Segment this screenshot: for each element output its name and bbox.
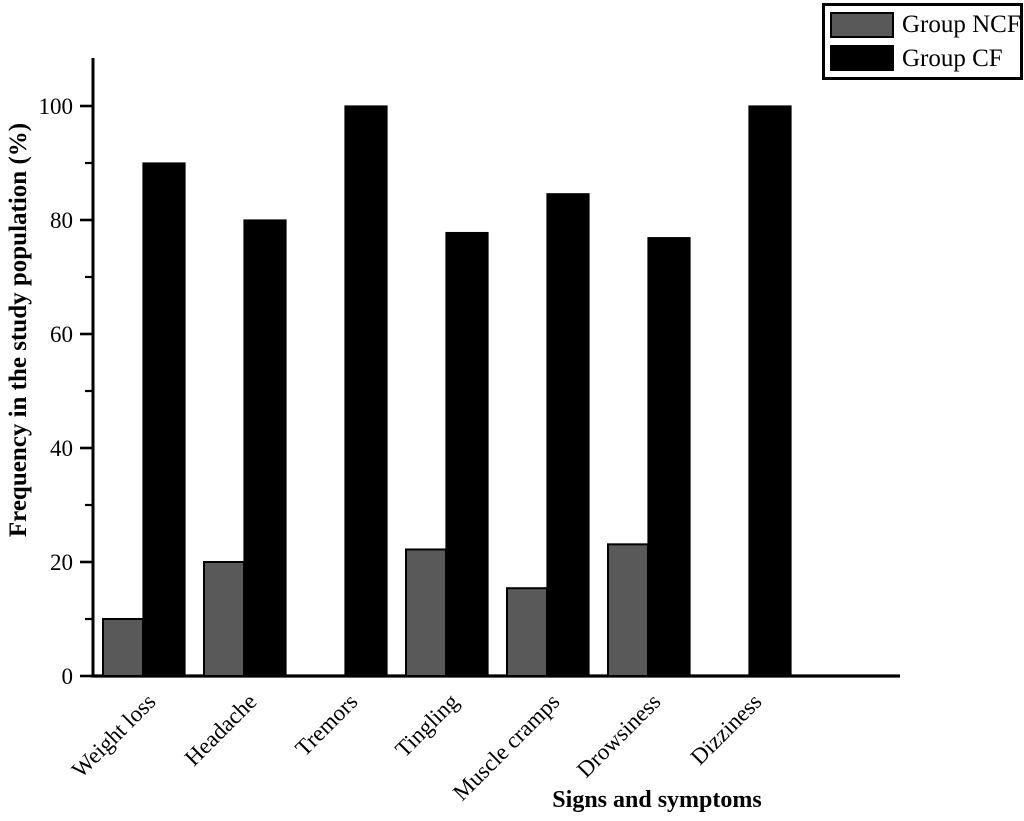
y-tick-label-40: 40 (50, 436, 73, 461)
x-axis-title: Signs and symptoms (552, 787, 761, 813)
bar-group-ncf-headache (203, 561, 245, 677)
y-tick-label-80: 80 (50, 208, 73, 233)
y-tick-label-100: 100 (39, 94, 74, 119)
bar-group-cf-muscle-cramps (546, 193, 590, 677)
y-tick-label-20: 20 (50, 550, 73, 575)
legend-item-group-cf: Group CF (825, 43, 1020, 73)
bar-group-cf-tremors (344, 105, 388, 677)
bar-group-ncf-weight-loss (102, 618, 144, 677)
y-tick-label-60: 60 (50, 322, 73, 347)
legend-label-group-cf: Group CF (902, 44, 1003, 72)
bar-group-ncf-tingling (405, 548, 447, 678)
x-category-label-dizziness: Dizziness (686, 689, 767, 770)
legend-item-group-ncf: Group NCF (825, 10, 1021, 40)
legend-swatch-group-cf (830, 45, 894, 72)
bar-group-cf-weight-loss (142, 162, 186, 677)
x-category-label-tingling: Tingling (390, 689, 463, 762)
x-category-label-muscle-cramps: Muscle cramps (448, 689, 565, 806)
x-category-label-headache: Headache (180, 689, 262, 771)
bar-group-cf-drowsiness (647, 237, 691, 677)
bar-group-ncf-drowsiness (607, 543, 649, 678)
legend-swatch-group-ncf (830, 11, 894, 38)
y-tick-label-0: 0 (62, 664, 74, 689)
x-category-label-weight-loss: Weight loss (67, 689, 161, 783)
bar-group-cf-tingling (445, 231, 489, 677)
y-axis-title: Frequency in the study population (%) (5, 123, 32, 537)
x-category-label-drowsiness: Drowsiness (572, 689, 666, 783)
legend-label-group-ncf: Group NCF (902, 11, 1021, 39)
bar-group-cf-headache (243, 219, 287, 677)
bar-group-ncf-muscle-cramps (506, 587, 548, 677)
bar-group-cf-dizziness (748, 105, 792, 677)
x-category-label-tremors: Tremors (290, 689, 362, 761)
legend-box: Group NCF Group CF (822, 3, 1023, 80)
